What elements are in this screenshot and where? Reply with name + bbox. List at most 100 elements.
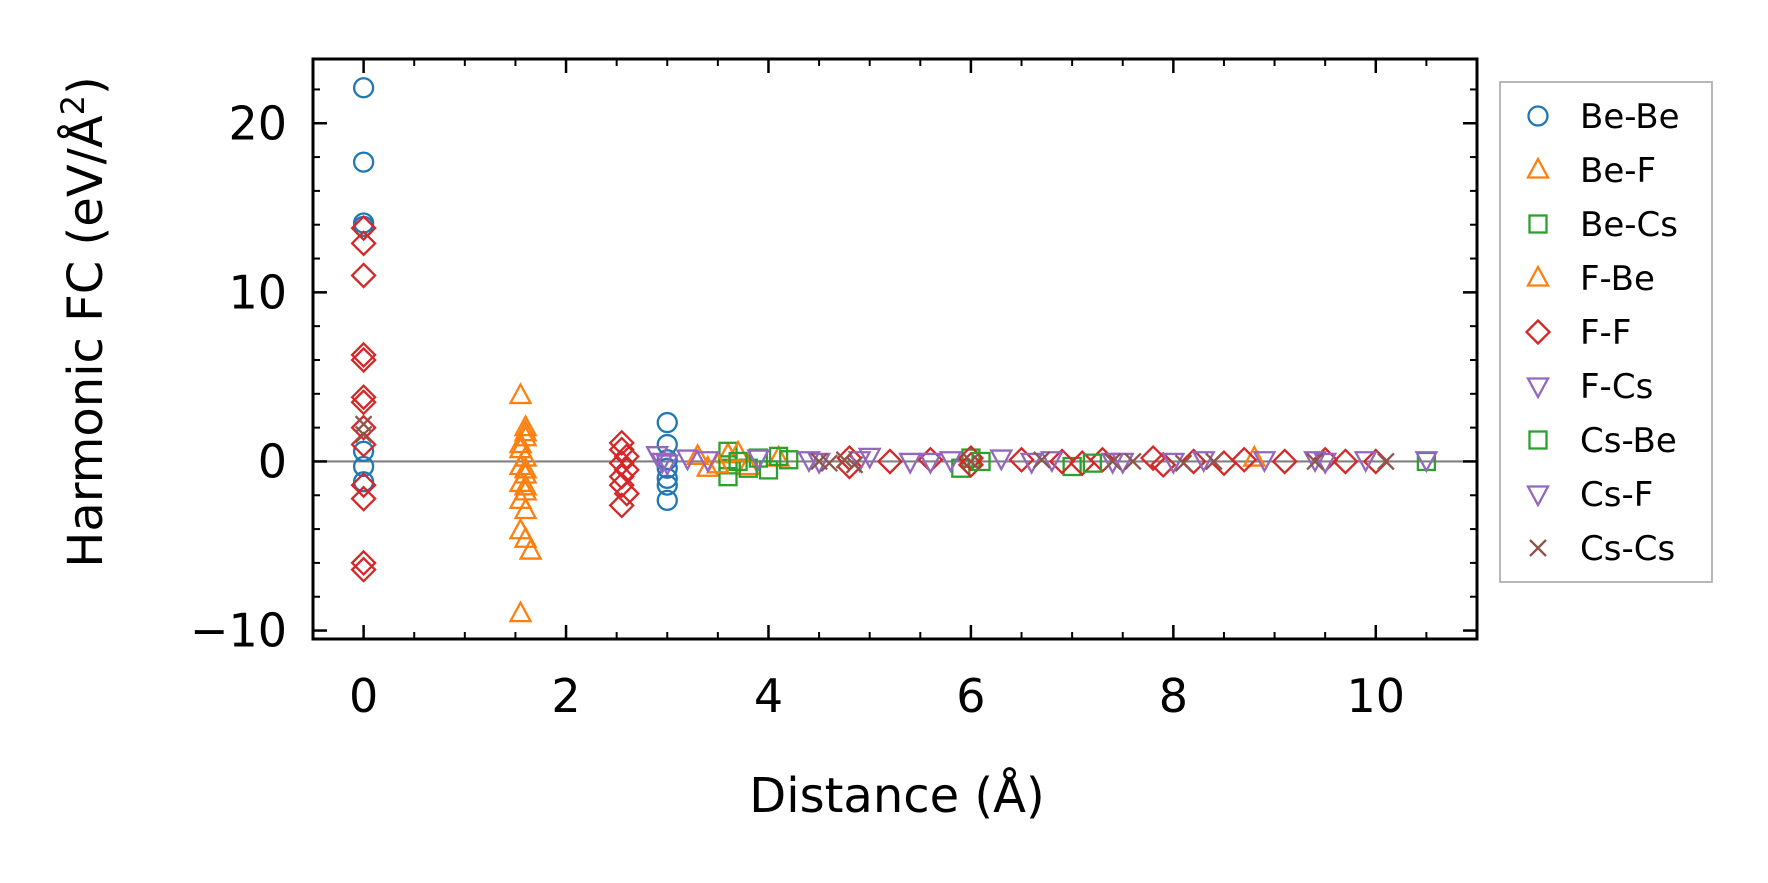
- data-point: [797, 451, 821, 474]
- data-point: [728, 451, 748, 472]
- data-point: [1161, 452, 1186, 475]
- data-point: [1124, 452, 1142, 471]
- data-point: [1306, 452, 1324, 471]
- data-point: [513, 414, 538, 437]
- legend-label: F-Be: [1580, 259, 1655, 299]
- data-point: [656, 467, 678, 490]
- data-point: [857, 447, 882, 470]
- data-point: [608, 492, 635, 519]
- data-point: [962, 452, 980, 471]
- data-point: [350, 214, 377, 242]
- legend-label: F-F: [1580, 313, 1631, 353]
- data-point: [1174, 454, 1193, 472]
- data-point: [1353, 451, 1378, 474]
- data-point: [1252, 451, 1277, 474]
- series-f-be: [508, 419, 1267, 496]
- legend-label: Cs-F: [1580, 475, 1653, 515]
- legend-marker: [1529, 539, 1547, 557]
- data-point: [350, 384, 377, 411]
- legend-marker: [1526, 485, 1550, 508]
- data-point: [656, 489, 678, 511]
- data-point: [513, 419, 538, 442]
- data-point: [613, 480, 640, 507]
- data-point: [1313, 452, 1338, 475]
- data-point: [726, 439, 751, 462]
- data-point: [957, 451, 985, 478]
- data-point: [350, 230, 377, 257]
- legend-marker: [1528, 430, 1548, 450]
- data-point: [1271, 448, 1298, 475]
- y-tick-label: −10: [190, 604, 287, 658]
- data-point: [1332, 448, 1359, 475]
- legend-label: F-Cs: [1580, 367, 1653, 407]
- data-point: [718, 467, 738, 487]
- y-tick-label: 0: [258, 434, 287, 488]
- data-point: [650, 452, 675, 475]
- data-point: [695, 454, 720, 477]
- y-axis-label: Harmonic FC (eV/Å2): [54, 76, 114, 568]
- data-point: [695, 451, 720, 474]
- legend-marker: [1526, 264, 1550, 287]
- x-tick-label: 10: [1347, 669, 1406, 723]
- data-point: [350, 262, 377, 289]
- legend: Be-Be Be-F Be-Cs F-Be F-F F-Cs Cs-Be Cs-F Cs-Cs: [1499, 81, 1713, 583]
- data-point: [1048, 448, 1076, 475]
- data-point: [352, 151, 375, 173]
- data-point: [508, 382, 533, 405]
- data-point: [1180, 448, 1207, 475]
- data-markers: [350, 77, 1439, 623]
- legend-marker: [1524, 318, 1552, 346]
- data-point: [513, 525, 538, 548]
- data-point: [1414, 451, 1439, 474]
- data-point: [746, 449, 771, 472]
- data-point: [508, 431, 533, 454]
- data-point: [685, 442, 710, 466]
- data-point: [1019, 452, 1044, 475]
- data-point: [835, 450, 854, 469]
- data-point: [736, 453, 761, 476]
- data-point: [352, 77, 375, 99]
- data-point: [845, 456, 864, 474]
- data-point: [1242, 444, 1267, 467]
- data-point: [513, 497, 538, 520]
- x-axis: 0 2 4 6 8 10: [312, 59, 1478, 723]
- data-point: [1150, 451, 1177, 478]
- data-point: [1062, 456, 1082, 477]
- legend-marker: [1528, 214, 1548, 234]
- series-cs-be: [728, 450, 1103, 473]
- legend-marker: [1527, 105, 1549, 127]
- data-point: [613, 443, 640, 470]
- data-point: [655, 454, 680, 477]
- legend-marker: [1526, 377, 1550, 400]
- data-point: [820, 454, 839, 472]
- data-point: [1205, 452, 1223, 471]
- data-point: [608, 436, 635, 463]
- data-point: [350, 549, 377, 577]
- legend-label: Be-F: [1580, 151, 1656, 191]
- data-point: [352, 440, 375, 462]
- data-point: [350, 471, 377, 499]
- data-point: [518, 537, 543, 560]
- series-cs-cs: [354, 415, 1395, 474]
- plot-area: [311, 57, 1479, 641]
- data-point: [768, 446, 789, 467]
- data-point: [1100, 452, 1125, 475]
- legend-label: Cs-Be: [1580, 421, 1677, 461]
- data-point: [918, 452, 943, 475]
- data-point: [508, 600, 533, 623]
- series-be-f: [508, 382, 791, 623]
- data-point: [608, 471, 635, 499]
- data-point: [1032, 450, 1051, 469]
- data-point: [656, 411, 678, 434]
- plot-frame: [311, 57, 1479, 641]
- data-point: [1191, 451, 1216, 474]
- data-point: [1089, 446, 1116, 473]
- data-point: [350, 414, 377, 441]
- x-tick-label: 6: [956, 669, 985, 723]
- data-point: [766, 444, 791, 467]
- data-point: [656, 457, 678, 479]
- legend-label: Be-Cs: [1580, 205, 1678, 245]
- legend-marker: [1526, 156, 1550, 179]
- data-point: [1103, 452, 1122, 471]
- x-tick-label: 2: [551, 669, 580, 723]
